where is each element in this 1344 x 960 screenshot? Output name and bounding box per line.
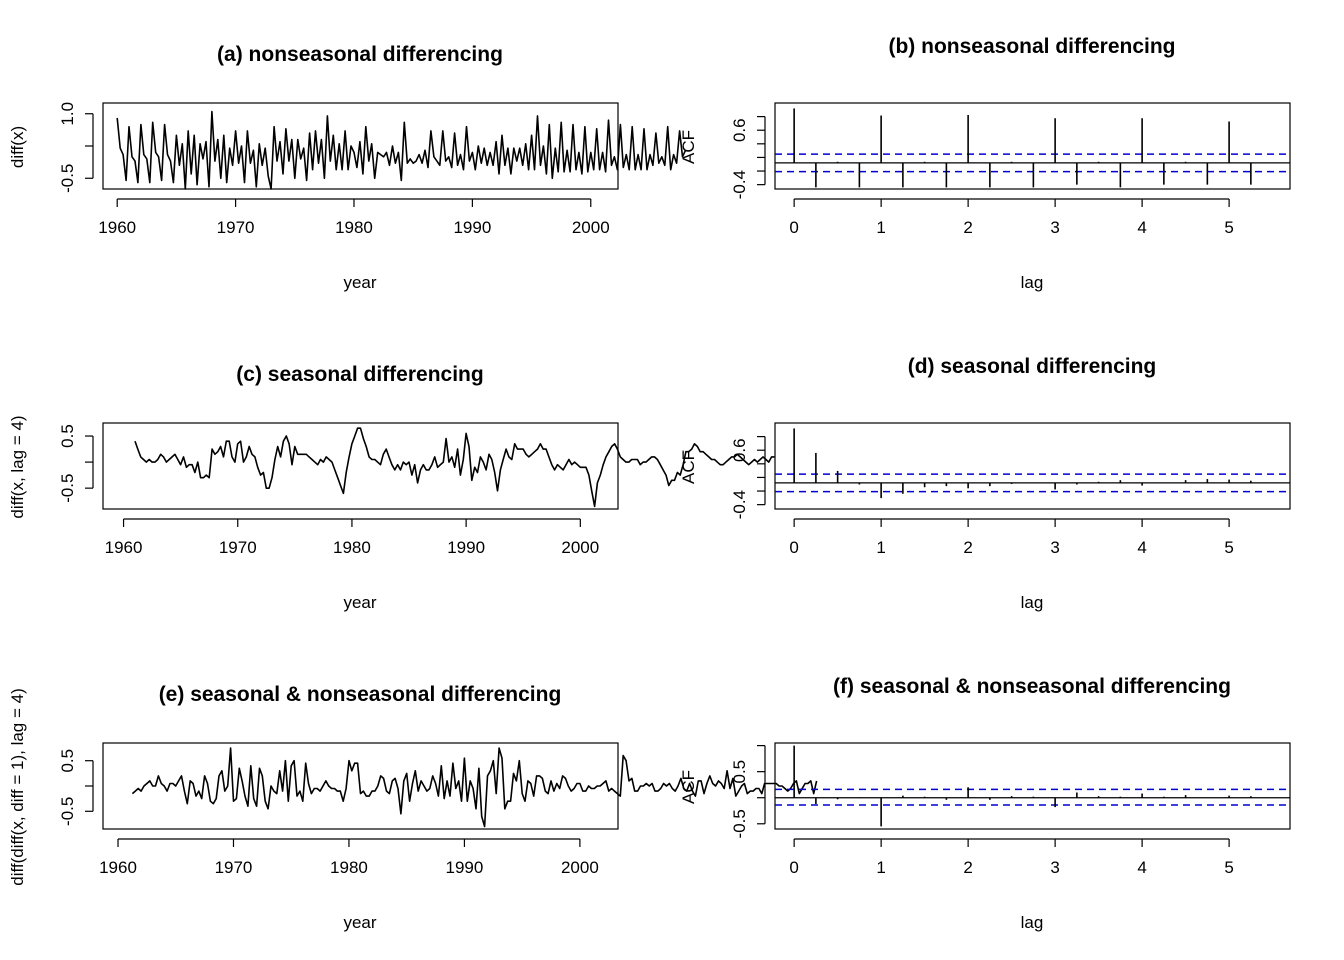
panel-b-title: (b) nonseasonal differencing — [888, 35, 1175, 58]
panel-d-x-tick-label: 4 — [1137, 538, 1146, 557]
panel-e-series-line — [131, 747, 818, 828]
panel-d-x-tick-label: 2 — [963, 538, 972, 557]
panel-e-ylabel: diff(diff(x, diff = 1), lag = 4) — [8, 688, 27, 886]
panel-f-x-tick-label: 5 — [1224, 858, 1233, 877]
panel-e-xlabel: year — [343, 913, 376, 932]
panel-e-plot: 1960 1970 1980 1990 2000 -0.5 0.5 — [58, 742, 818, 877]
panel-f-xlabel: lag — [1021, 913, 1044, 932]
panel-b: (b) nonseasonal differencing lag ACF 0 1 2… — [679, 35, 1291, 292]
panel-d-title: (d) seasonal differencing — [908, 355, 1157, 378]
panel-f-x-tick-label: 1 — [876, 858, 885, 877]
panel-b-y-tick-label: 0.6 — [730, 118, 749, 142]
panel-a-xlabel: year — [343, 273, 376, 292]
panel-e-x-tick-label: 1960 — [99, 858, 137, 877]
panel-c-title: (c) seasonal differencing — [236, 363, 483, 386]
panel-d-frame — [774, 422, 1291, 510]
panel-a-plot: 1960 1970 1980 1990 2000 -0.5 1.0 — [58, 102, 687, 237]
panel-d-x-tick-label: 3 — [1050, 538, 1059, 557]
panel-f-x-tick-label: 0 — [789, 858, 798, 877]
panel-f-frame — [774, 742, 1291, 830]
panel-a-x-tick-label: 2000 — [572, 218, 610, 237]
panel-b-xlabel: lag — [1021, 273, 1044, 292]
panel-d-ylabel: ACF — [679, 450, 698, 484]
panel-f: (f) seasonal & nonseasonal differencing … — [679, 675, 1291, 932]
panel-c-x-tick-label: 2000 — [561, 538, 599, 557]
panel-f-x-tick-label: 3 — [1050, 858, 1059, 877]
panel-f-y-tick-label: 0.5 — [730, 760, 749, 784]
panel-f-plot: 0 1 2 3 4 5 -0.5 0.5 — [730, 742, 1291, 877]
panel-c-x-tick-label: 1960 — [105, 538, 143, 557]
panel-d-y-tick-label: 0.6 — [730, 438, 749, 462]
panel-b-ylabel: ACF — [679, 130, 698, 164]
panel-c-x-tick-label: 1980 — [333, 538, 371, 557]
panel-e-title: (e) seasonal & nonseasonal differencing — [159, 683, 562, 706]
panel-a-y-tick-label: -0.5 — [58, 164, 77, 193]
panel-a: (a) nonseasonal differencing year diff(x… — [8, 43, 687, 292]
panel-c-plot: 1960 1970 1980 1990 2000 -0.5 0.5 — [58, 422, 775, 557]
panel-a-x-tick-label: 1980 — [335, 218, 373, 237]
panel-c-xlabel: year — [343, 593, 376, 612]
panel-d-x-tick-label: 5 — [1224, 538, 1233, 557]
panel-e: (e) seasonal & nonseasonal differencing … — [8, 683, 818, 932]
panel-b-plot: 0 1 2 3 4 5 -0.4 0.6 — [730, 102, 1291, 237]
panel-a-title: (a) nonseasonal differencing — [217, 43, 503, 66]
panel-f-ylabel: ACF — [679, 770, 698, 804]
panel-c-x-tick-label: 1990 — [447, 538, 485, 557]
panel-c-y-tick-label: 0.5 — [58, 424, 77, 448]
panel-c-y-tick-label: -0.5 — [58, 474, 77, 503]
panel-b-frame — [774, 102, 1291, 190]
panel-f-title: (f) seasonal & nonseasonal differencing — [833, 675, 1231, 698]
panel-d-x-tick-label: 0 — [789, 538, 798, 557]
panel-b-x-tick-label: 4 — [1137, 218, 1146, 237]
panel-e-y-tick-label: -0.5 — [58, 797, 77, 826]
panel-f-x-tick-label: 4 — [1137, 858, 1146, 877]
panel-a-series-line — [116, 110, 687, 190]
panel-e-frame — [102, 742, 619, 830]
panel-a-x-tick-label: 1990 — [453, 218, 491, 237]
panel-b-x-tick-label: 2 — [963, 218, 972, 237]
panel-d-x-tick-label: 1 — [876, 538, 885, 557]
panel-b-y-tick-label: -0.4 — [730, 170, 749, 199]
panel-c-series-line — [134, 427, 775, 508]
panel-a-x-tick-label: 1960 — [98, 218, 136, 237]
panel-a-ylabel: diff(x) — [8, 126, 27, 168]
panel-f-y-tick-label: -0.5 — [730, 809, 749, 838]
panel-d-plot: 0 1 2 3 4 5 -0.4 0.6 — [730, 422, 1291, 557]
panel-c-ylabel: diff(x, lag = 4) — [8, 415, 27, 518]
panel-a-frame — [102, 102, 619, 190]
panel-b-x-tick-label: 1 — [876, 218, 885, 237]
panel-e-x-tick-label: 1990 — [446, 858, 484, 877]
panel-b-x-tick-label: 5 — [1224, 218, 1233, 237]
panel-a-y-tick-label: 1.0 — [58, 102, 77, 126]
panel-d-xlabel: lag — [1021, 593, 1044, 612]
panel-b-x-tick-label: 3 — [1050, 218, 1059, 237]
panel-c: (c) seasonal differencing year diff(x, l… — [8, 363, 775, 612]
panel-d-y-tick-label: -0.4 — [730, 490, 749, 519]
panel-d: (d) seasonal differencing lag ACF 0 1 2 3 4 5… — [679, 355, 1291, 612]
panel-e-x-tick-label: 2000 — [561, 858, 599, 877]
panel-e-x-tick-label: 1980 — [330, 858, 368, 877]
panel-c-frame — [102, 422, 619, 510]
panel-f-x-tick-label: 2 — [963, 858, 972, 877]
panel-c-x-tick-label: 1970 — [219, 538, 257, 557]
panel-e-y-tick-label: 0.5 — [58, 749, 77, 773]
panel-a-x-tick-label: 1970 — [217, 218, 255, 237]
panel-b-x-tick-label: 0 — [789, 218, 798, 237]
panel-e-x-tick-label: 1970 — [215, 858, 253, 877]
